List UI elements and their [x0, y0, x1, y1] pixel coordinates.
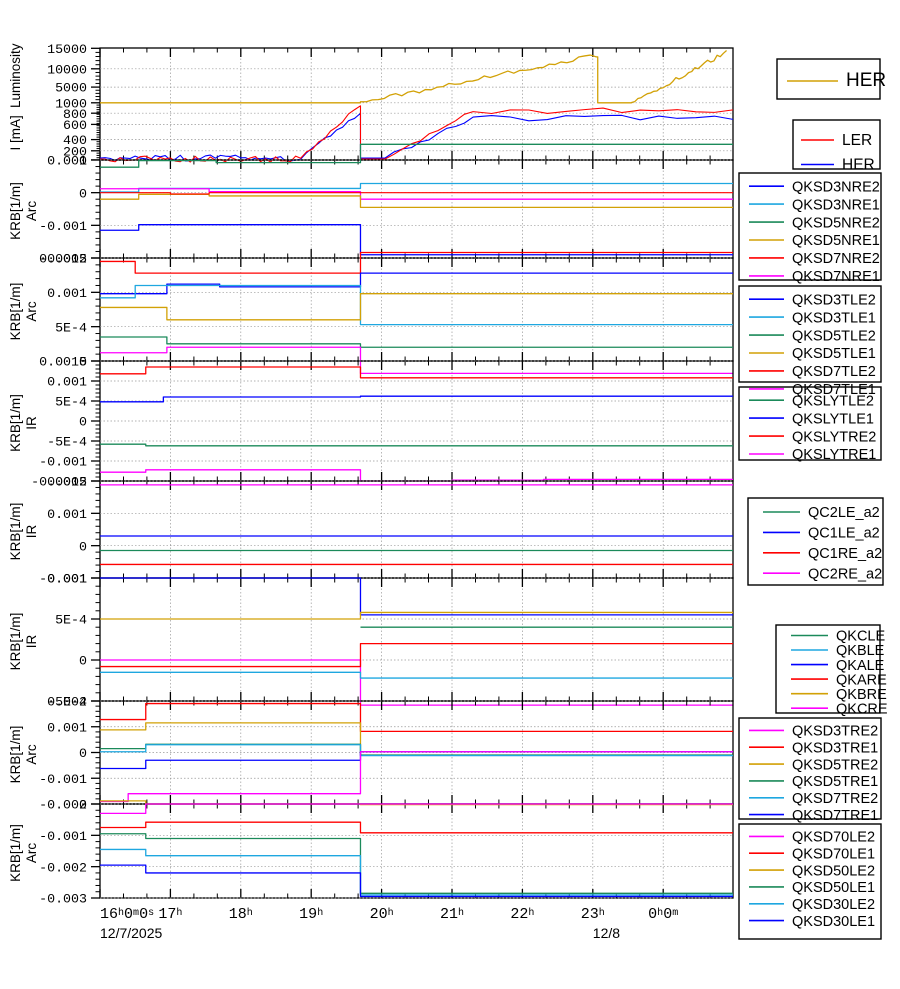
- svg-text:10000: 10000: [47, 62, 87, 77]
- svg-text:5000: 5000: [55, 81, 87, 96]
- svg-text:QKSD3TLE2: QKSD3TLE2: [792, 292, 876, 308]
- svg-text:QKSD50LE2: QKSD50LE2: [792, 863, 875, 879]
- svg-text:QKSD7TRE2: QKSD7TRE2: [792, 791, 878, 807]
- svg-text:0.001: 0.001: [47, 286, 87, 301]
- svg-text:12/7/2025: 12/7/2025: [100, 925, 162, 941]
- svg-text:0.001: 0.001: [47, 720, 87, 735]
- svg-text:-5E-4: -5E-4: [47, 435, 87, 450]
- svg-text:Luminosity: Luminosity: [8, 43, 23, 108]
- svg-text:QKSD5TRE1: QKSD5TRE1: [792, 774, 878, 790]
- svg-text:0.002: 0.002: [47, 475, 87, 490]
- svg-text:QKSD3NRE1: QKSD3NRE1: [792, 197, 880, 213]
- svg-text:QKSD7TRE1: QKSD7TRE1: [792, 808, 878, 824]
- svg-text:QKSD5NRE2: QKSD5NRE2: [792, 215, 880, 231]
- svg-text:0.0015: 0.0015: [39, 355, 87, 370]
- svg-text:HER: HER: [846, 70, 886, 91]
- svg-text:QKSLYTRE1: QKSLYTRE1: [792, 447, 876, 463]
- svg-text:KRB[1/m]: KRB[1/m]: [8, 283, 23, 341]
- svg-text:Arc: Arc: [24, 843, 39, 864]
- svg-text:QKALE: QKALE: [836, 658, 885, 674]
- svg-text:QKSD5NRE1: QKSD5NRE1: [792, 233, 880, 249]
- svg-text:KRB[1/m]: KRB[1/m]: [8, 824, 23, 882]
- svg-text:-0.001: -0.001: [39, 455, 87, 470]
- svg-text:QKSD70LE1: QKSD70LE1: [792, 847, 875, 863]
- svg-text:-0.001: -0.001: [39, 219, 87, 234]
- svg-text:0.001: 0.001: [47, 154, 87, 169]
- svg-text:KRB[1/m]: KRB[1/m]: [8, 613, 23, 671]
- svg-text:QKSD7NRE1: QKSD7NRE1: [792, 269, 880, 285]
- svg-text:KRB[1/m]: KRB[1/m]: [8, 726, 23, 784]
- svg-text:QC1LE_a2: QC1LE_a2: [808, 526, 880, 542]
- svg-text:QKSD5TRE2: QKSD5TRE2: [792, 757, 878, 773]
- svg-text:-0.001: -0.001: [39, 829, 87, 844]
- svg-text:QKCRE: QKCRE: [836, 702, 888, 718]
- svg-text:QKBLE: QKBLE: [836, 643, 885, 659]
- svg-text:QC2RE_a2: QC2RE_a2: [808, 566, 882, 582]
- svg-text:QKSD3TRE1: QKSD3TRE1: [792, 741, 878, 757]
- svg-text:KRB[1/m]: KRB[1/m]: [8, 503, 23, 561]
- svg-text:KRB[1/m]: KRB[1/m]: [8, 394, 23, 452]
- svg-text:600: 600: [63, 118, 87, 133]
- svg-text:5E-4: 5E-4: [55, 395, 87, 410]
- svg-text:QKBRE: QKBRE: [836, 687, 887, 703]
- svg-text:12/8: 12/8: [593, 925, 620, 941]
- svg-text:QKSD30LE1: QKSD30LE1: [792, 914, 875, 930]
- svg-text:QKSLYTRE2: QKSLYTRE2: [792, 429, 876, 445]
- svg-text:0: 0: [79, 186, 87, 201]
- svg-text:QKSD3NRE2: QKSD3NRE2: [792, 179, 880, 195]
- svg-text:QKSD7NRE2: QKSD7NRE2: [792, 251, 880, 267]
- svg-text:QKSD5TLE2: QKSD5TLE2: [792, 328, 876, 344]
- svg-text:LER: LER: [842, 132, 872, 149]
- svg-text:KRB[1/m]: KRB[1/m]: [8, 182, 23, 240]
- svg-text:HER: HER: [842, 157, 875, 174]
- svg-text:-0.003: -0.003: [39, 892, 87, 907]
- svg-text:0.001: 0.001: [47, 507, 87, 522]
- svg-text:Arc: Arc: [24, 744, 39, 765]
- svg-text:5E-4: 5E-4: [55, 613, 87, 628]
- svg-text:0.0015: 0.0015: [39, 252, 87, 267]
- svg-text:16h0m0s: 16h0m0s: [100, 906, 154, 923]
- svg-text:0.001: 0.001: [47, 572, 87, 587]
- svg-text:0: 0: [79, 654, 87, 669]
- svg-text:QC2LE_a2: QC2LE_a2: [808, 505, 880, 521]
- svg-text:QKSD30LE2: QKSD30LE2: [792, 897, 875, 913]
- svg-text:0.002: 0.002: [47, 695, 87, 710]
- svg-text:QKSLYTLE1: QKSLYTLE1: [792, 411, 874, 427]
- svg-text:0: 0: [79, 746, 87, 761]
- svg-text:0: 0: [79, 798, 87, 813]
- svg-text:QKSD3TRE2: QKSD3TRE2: [792, 724, 878, 740]
- svg-text:QKSD3TLE1: QKSD3TLE1: [792, 310, 876, 326]
- svg-text:Arc: Arc: [24, 201, 39, 222]
- svg-text:QKSLYTLE2: QKSLYTLE2: [792, 393, 874, 409]
- svg-text:IR: IR: [24, 524, 39, 538]
- svg-text:QC1RE_a2: QC1RE_a2: [808, 546, 882, 562]
- svg-text:5E-4: 5E-4: [55, 320, 87, 335]
- svg-text:-0.001: -0.001: [39, 772, 87, 787]
- svg-text:QKSD5TLE1: QKSD5TLE1: [792, 346, 876, 362]
- svg-text:QKSD70LE2: QKSD70LE2: [792, 830, 875, 846]
- svg-text:I [mA]: I [mA]: [8, 115, 23, 150]
- svg-text:QKSD7TLE2: QKSD7TLE2: [792, 364, 876, 380]
- svg-text:-0.002: -0.002: [39, 860, 87, 875]
- svg-text:15000: 15000: [47, 42, 87, 57]
- svg-text:0: 0: [79, 415, 87, 430]
- svg-text:IR: IR: [24, 634, 39, 648]
- svg-text:0.001: 0.001: [47, 375, 87, 390]
- svg-text:Arc: Arc: [24, 301, 39, 322]
- svg-text:IR: IR: [24, 416, 39, 430]
- svg-text:0: 0: [79, 539, 87, 554]
- svg-text:QKSD50LE1: QKSD50LE1: [792, 880, 875, 896]
